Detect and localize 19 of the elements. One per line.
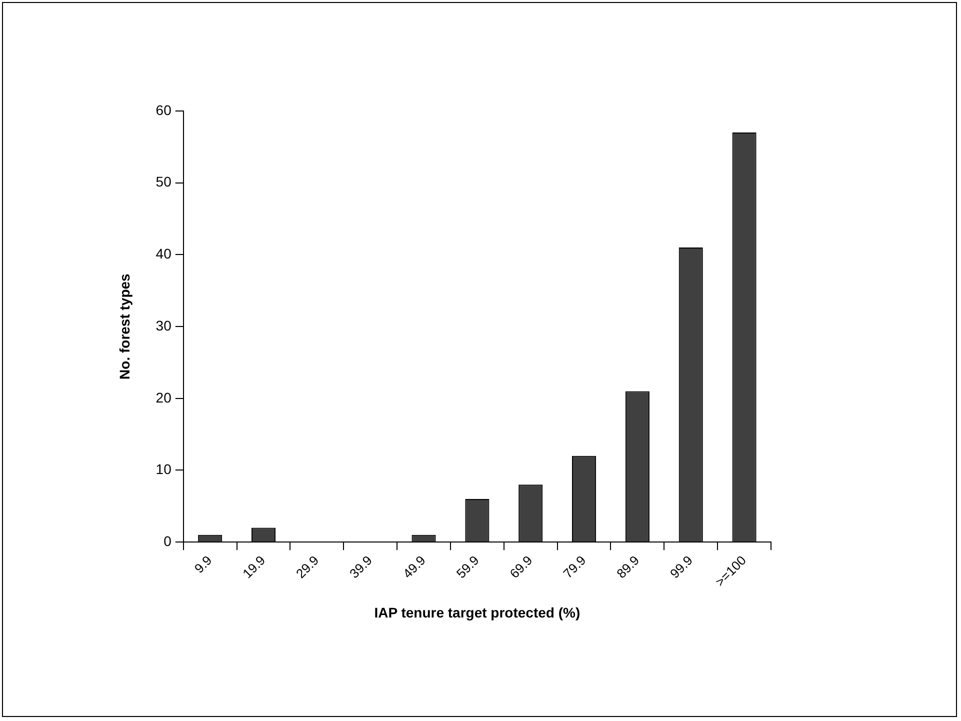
x-tick-label: 29.9 bbox=[293, 552, 322, 582]
x-tick-label: 19.9 bbox=[240, 552, 268, 582]
x-tick-label: 49.9 bbox=[400, 552, 428, 582]
x-tick-label: 39.9 bbox=[346, 552, 375, 582]
y-tick-label: 20 bbox=[156, 389, 172, 406]
x-axis-title: IAP tenure target protected (%) bbox=[374, 604, 580, 620]
y-tick-label: 30 bbox=[156, 317, 172, 334]
x-tick-label: 79.9 bbox=[560, 552, 589, 582]
x-tick-label: 89.9 bbox=[614, 552, 642, 582]
y-tick-label: 60 bbox=[156, 102, 172, 118]
x-tick-label: 59.9 bbox=[453, 552, 482, 582]
y-tick-label: 10 bbox=[156, 461, 172, 478]
x-tick-label: 9.9 bbox=[191, 552, 215, 576]
x-tick-label: 99.9 bbox=[667, 552, 696, 582]
y-tick-label: 50 bbox=[156, 174, 172, 190]
y-tick-label: 40 bbox=[156, 246, 172, 262]
x-tick-label: 69.9 bbox=[506, 552, 536, 582]
y-axis-title: No. forest types bbox=[116, 273, 132, 380]
y-tick-label: 0 bbox=[164, 532, 172, 549]
